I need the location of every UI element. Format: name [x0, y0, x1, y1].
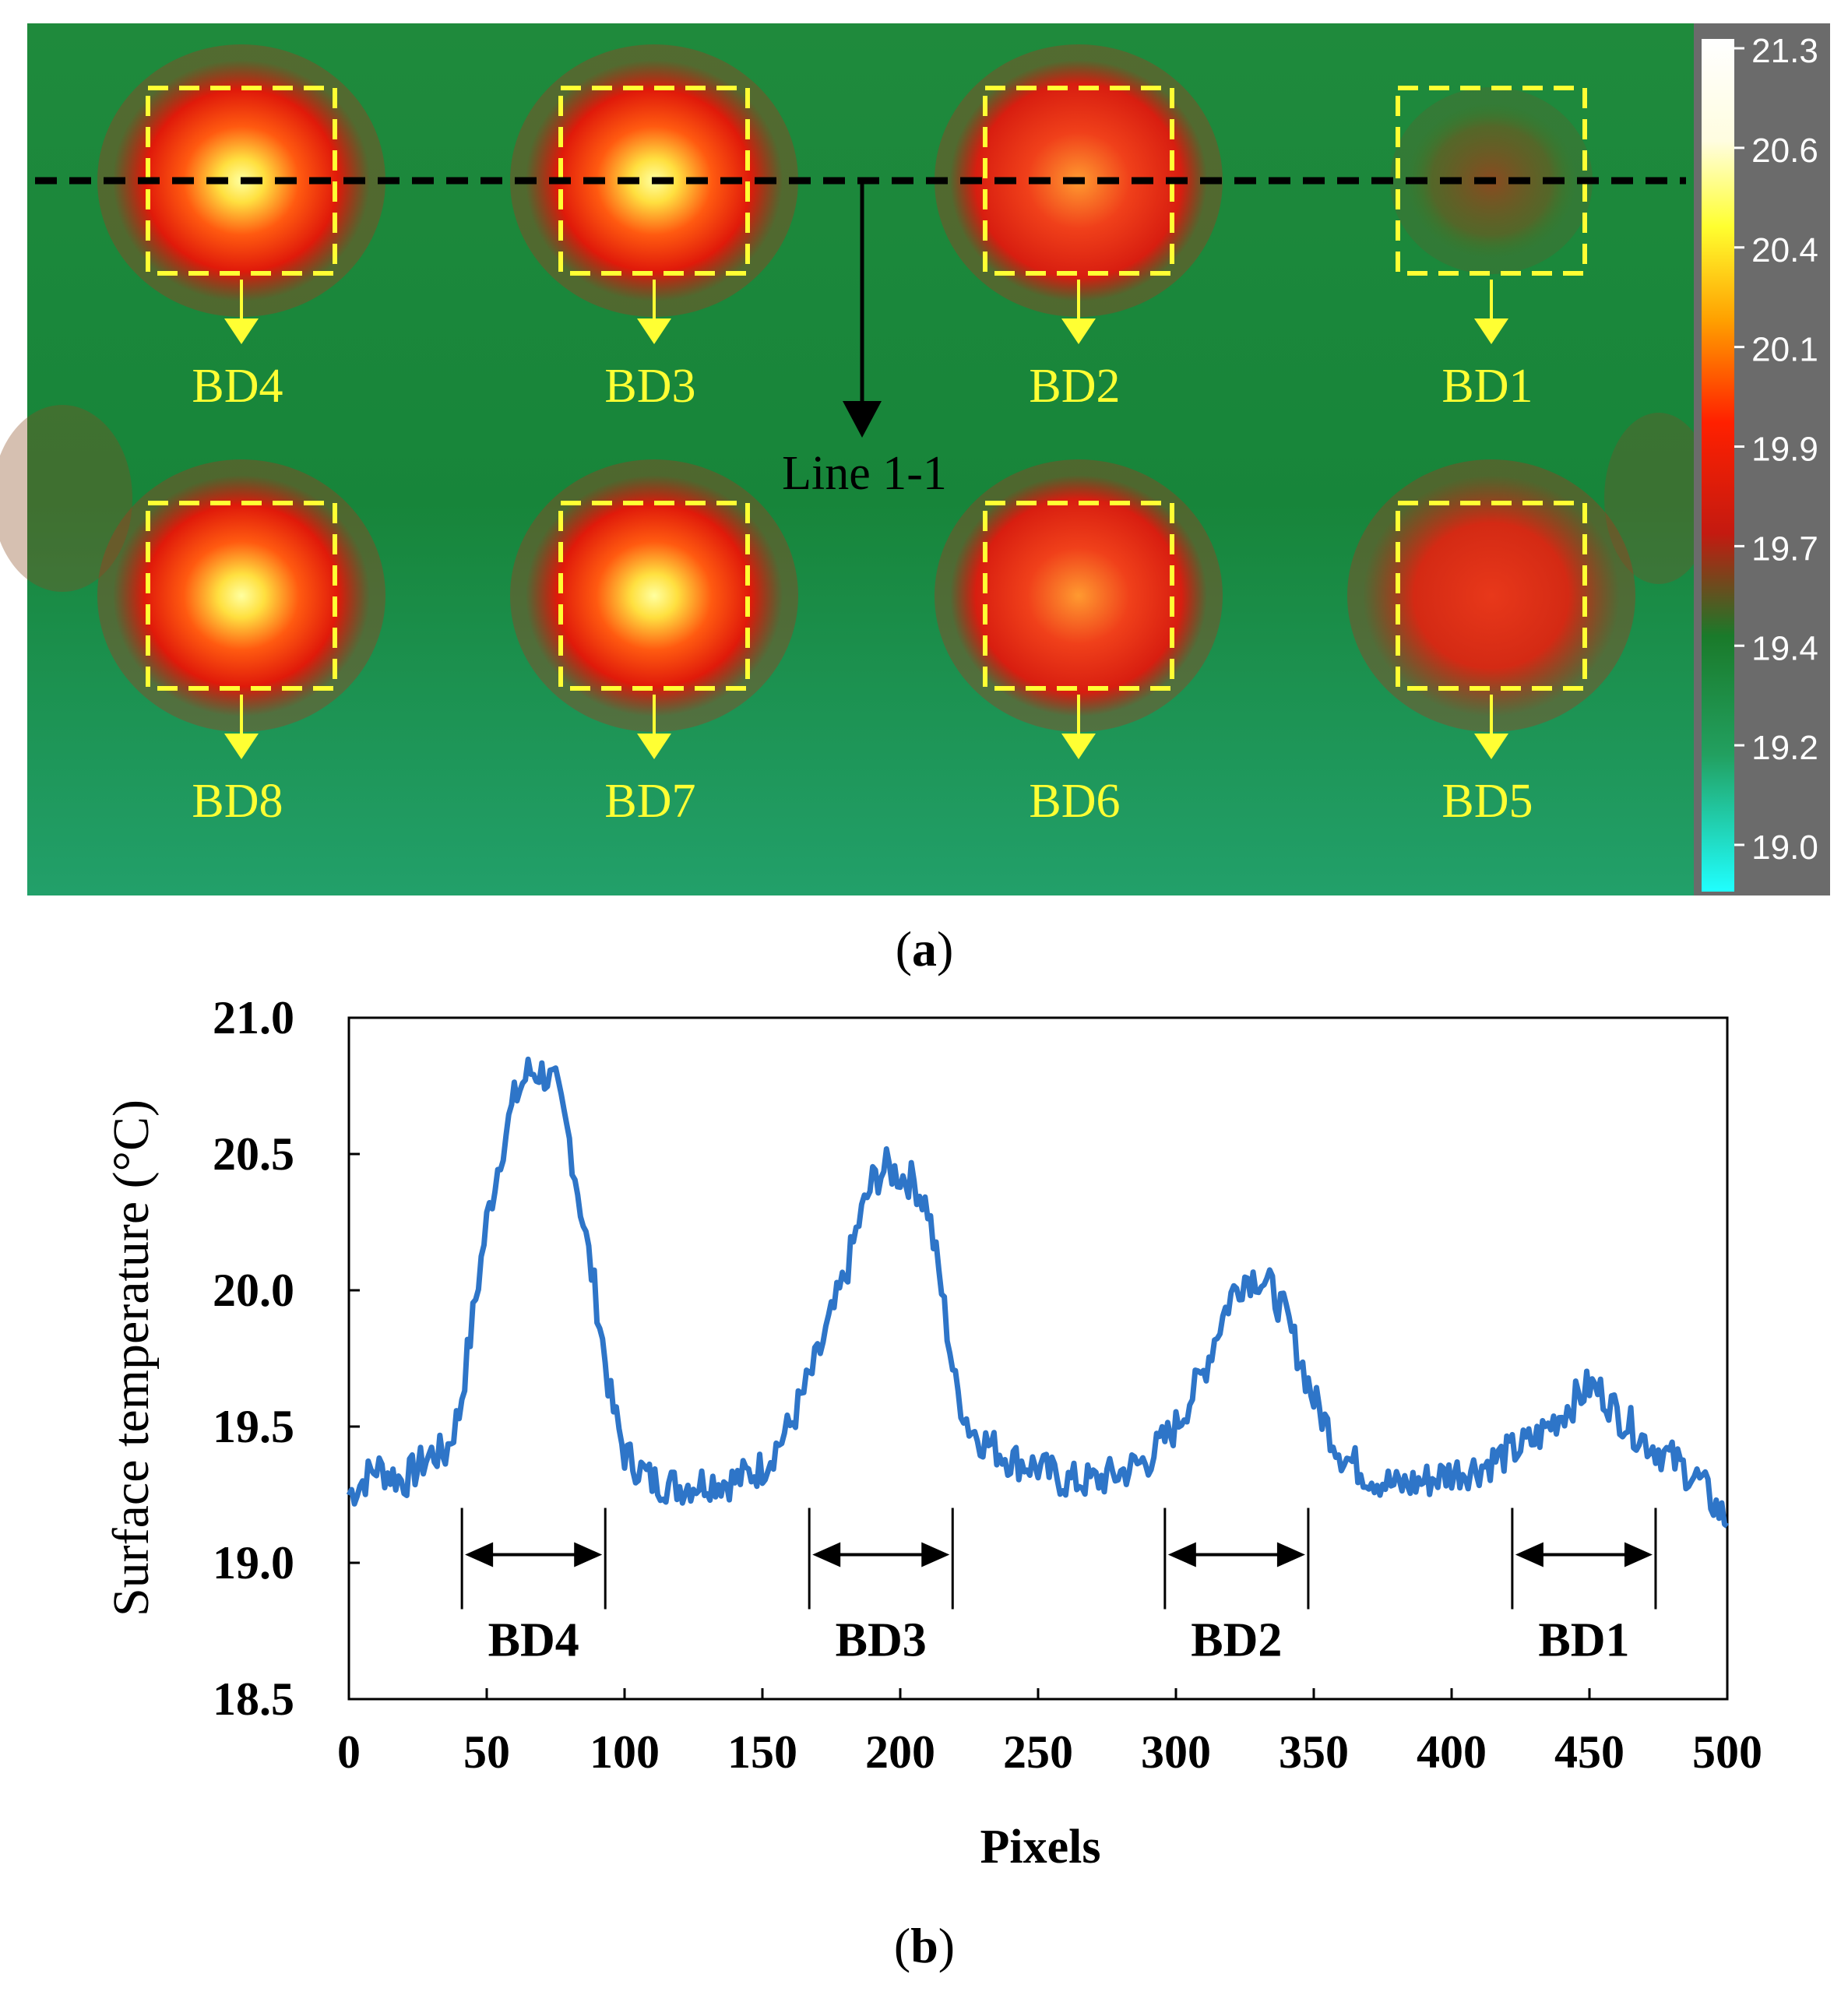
defect-label-bd1: BD1	[1441, 360, 1533, 413]
defect-box-bd4	[146, 86, 337, 276]
y-tick-label: 19.5	[213, 1401, 294, 1452]
plot-area-frame	[347, 1016, 1729, 1701]
defect-arrowhead-bd8	[224, 734, 259, 759]
hotspot-bd5	[1363, 475, 1620, 716]
y-axis-label: Surface temperature (°C)	[103, 1100, 160, 1617]
x-tick-label: 50	[463, 1726, 510, 1778]
defect-box-bd8	[146, 501, 337, 691]
span-label-bd1: BD1	[1538, 1614, 1629, 1667]
colorbar-tick-label: 20.6	[1751, 132, 1818, 170]
thermal-haze	[0, 405, 132, 592]
y-tick-label: 19.0	[213, 1537, 294, 1589]
x-tick-label: 100	[590, 1726, 660, 1778]
defect-label-bd4: BD4	[192, 360, 283, 413]
defect-arrowhead-bd1	[1474, 318, 1508, 344]
hotspot-bd7	[526, 475, 783, 716]
panel-label-b: (b)	[894, 1918, 955, 1973]
x-tick-label: 350	[1279, 1726, 1349, 1778]
series-line	[346, 1056, 1730, 1529]
colorbar-gradient	[1702, 39, 1734, 892]
span-arrowhead-right-bd4	[574, 1542, 603, 1568]
defect-arrowhead-bd7	[637, 734, 671, 759]
defect-label-bd3: BD3	[604, 360, 695, 413]
colorbar-tick-label: 21.3	[1751, 32, 1818, 70]
section-line-label: Line 1-1	[782, 447, 947, 500]
defect-arrowhead-bd2	[1061, 318, 1096, 344]
defect-label-bd5: BD5	[1441, 775, 1533, 828]
y-tick-label: 18.5	[213, 1673, 294, 1725]
x-tick-label: 500	[1692, 1726, 1762, 1778]
span-label-bd2: BD2	[1191, 1614, 1282, 1667]
thermal-haze	[1604, 413, 1713, 584]
colorbar-tick-label: 19.4	[1751, 629, 1818, 667]
y-tick-label: 20.0	[213, 1265, 294, 1316]
defect-box-bd5	[1396, 501, 1587, 691]
span-label-bd3: BD3	[836, 1614, 927, 1667]
colorbar-tick-label: 19.0	[1751, 829, 1818, 867]
x-tick-label: 250	[1003, 1726, 1073, 1778]
span-arrowhead-left-bd4	[465, 1542, 494, 1568]
defect-box-bd2	[983, 86, 1174, 276]
defect-label-bd7: BD7	[604, 775, 695, 828]
colorbar-tick-label: 19.2	[1751, 729, 1818, 767]
defect-arrowhead-bd4	[224, 318, 259, 344]
x-tick-label: 150	[727, 1726, 797, 1778]
span-arrowhead-right-bd2	[1276, 1542, 1305, 1568]
span-arrowhead-left-bd1	[1515, 1542, 1544, 1568]
x-tick-label: 0	[337, 1726, 361, 1778]
defect-box-bd3	[558, 86, 750, 276]
y-tick-label: 20.5	[213, 1128, 294, 1180]
x-tick-label: 300	[1141, 1726, 1211, 1778]
defect-box-bd7	[558, 501, 750, 691]
defect-box-bd1	[1396, 86, 1587, 276]
x-tick-label: 450	[1554, 1726, 1624, 1778]
span-arrowhead-left-bd3	[812, 1542, 841, 1568]
x-tick-label: 200	[865, 1726, 935, 1778]
hotspot-bd6	[950, 475, 1207, 716]
x-tick-label: 400	[1417, 1726, 1487, 1778]
defect-arrowhead-bd6	[1061, 734, 1096, 759]
defect-arrowhead-bd3	[637, 318, 671, 344]
colorbar-tick-label: 19.9	[1751, 431, 1818, 469]
span-arrowhead-right-bd3	[921, 1542, 950, 1568]
colorbar-tick-label: 19.7	[1751, 530, 1818, 568]
thermal-image-panel: BD4 BD3 BD2 BD1 BD8 BD7 BD6 BD5 Line 1-1 21.3 20…	[0, 23, 1830, 976]
colorbar-tick-label: 20.4	[1751, 231, 1818, 269]
section-line-arrowhead	[843, 401, 882, 438]
span-label-bd4: BD4	[488, 1614, 579, 1667]
defect-label-bd2: BD2	[1029, 360, 1120, 413]
colorbar-tick-label: 20.1	[1751, 331, 1818, 369]
panel-label-a: (a)	[896, 921, 954, 976]
hotspot-bd8	[113, 475, 370, 716]
defect-label-bd8: BD8	[192, 775, 283, 828]
defect-box-bd6	[983, 501, 1174, 691]
span-arrowhead-right-bd1	[1624, 1542, 1653, 1568]
span-arrowhead-left-bd2	[1167, 1542, 1196, 1568]
x-axis-label: Pixels	[980, 1821, 1101, 1874]
defect-label-bd6: BD6	[1029, 775, 1120, 828]
defect-arrowhead-bd5	[1474, 734, 1508, 759]
